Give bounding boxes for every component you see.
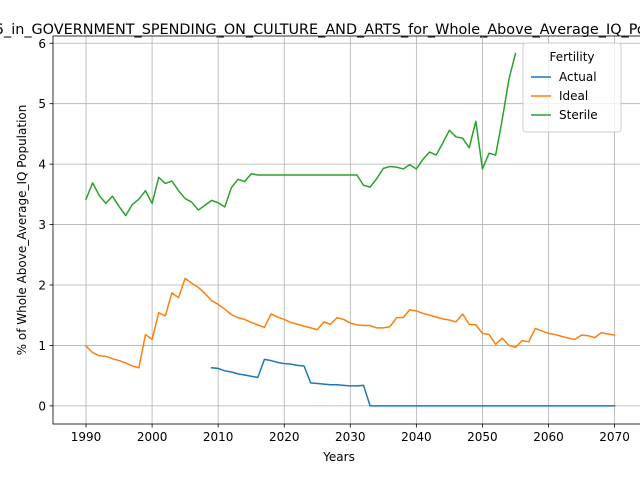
chart-title: _5_in_GOVERNMENT_SPENDING_ON_CULTURE_AND…	[0, 22, 640, 38]
legend-items: Actual Ideal Sterile	[531, 70, 598, 122]
legend-label-actual: Actual	[559, 70, 597, 84]
x-tick-label: 2070	[599, 430, 630, 444]
y-tick-label: 0	[38, 399, 46, 413]
y-tick-label: 1	[38, 339, 46, 353]
y-tick-label: 6	[38, 37, 46, 51]
y-axis-ticks: 0 1 2 3 4 5 6	[38, 37, 53, 413]
y-tick-label: 2	[38, 278, 46, 292]
legend-label-sterile: Sterile	[559, 108, 598, 122]
series-line-sterile	[85, 52, 517, 217]
x-tick-label: 2030	[335, 430, 366, 444]
x-tick-label: 2040	[401, 430, 432, 444]
y-tick-label: 3	[38, 218, 46, 232]
legend-title: Fertility	[549, 50, 594, 64]
y-axis-label: % of Whole Above_Average_IQ Population	[15, 105, 29, 356]
plot-area-frame	[52, 35, 640, 425]
x-axis-label: Years	[322, 450, 355, 464]
x-tick-label: 2020	[269, 430, 300, 444]
series-lines	[84, 52, 616, 407]
legend: Fertility Actual Ideal Sterile	[522, 42, 622, 133]
y-tick-label: 5	[38, 97, 46, 111]
legend-label-ideal: Ideal	[559, 89, 588, 103]
grid-lines	[53, 36, 640, 424]
legend-box	[522, 42, 622, 133]
x-tick-label: 2060	[533, 430, 564, 444]
series-line-actual	[210, 358, 616, 407]
y-tick-label: 4	[38, 158, 46, 172]
x-tick-label: 1990	[71, 430, 102, 444]
series-line-ideal	[84, 277, 616, 369]
x-axis-ticks: 1990 2000 2010 2020 2030 2040 2050 2060 2070	[71, 424, 630, 444]
x-tick-label: 2050	[467, 430, 498, 444]
x-tick-label: 2010	[203, 430, 234, 444]
x-tick-label: 2000	[137, 430, 168, 444]
